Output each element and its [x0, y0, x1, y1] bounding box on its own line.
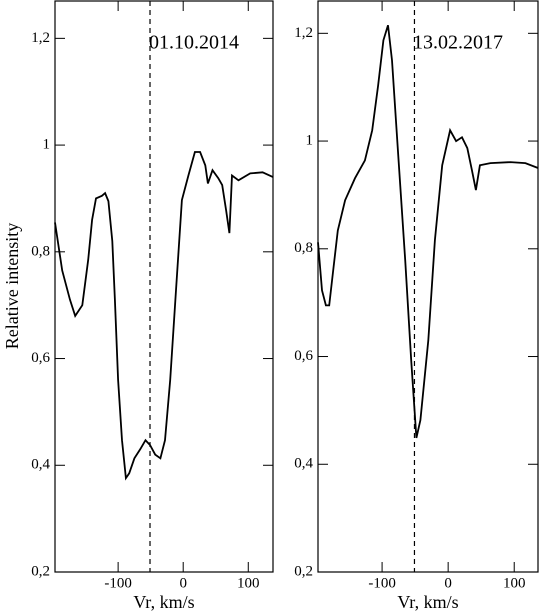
- x-tick-label: 100: [503, 575, 526, 591]
- y-tick-label: 0,6: [31, 350, 50, 366]
- spectrum-line: [317, 24, 539, 439]
- x-tick-label: 100: [237, 575, 260, 591]
- x-axis-label: Vr, km/s: [133, 592, 194, 612]
- x-tick-label: 0: [179, 575, 187, 591]
- plot-frame: [317, 0, 539, 573]
- y-tick-label: 0,4: [294, 456, 313, 472]
- x-axis-label: Vr, km/s: [397, 592, 458, 612]
- y-tick-label: 1,2: [294, 25, 313, 41]
- x-tick-label: -100: [104, 575, 132, 591]
- x-tick-label: 0: [444, 575, 452, 591]
- y-tick-label: 1: [306, 132, 314, 148]
- y-axis-label: Relative intensity: [2, 223, 22, 349]
- x-tick-label: -100: [368, 575, 396, 591]
- y-tick-label: 0,8: [31, 243, 50, 259]
- y-tick-label: 0,4: [31, 457, 50, 473]
- y-tick-label: 1,2: [31, 30, 50, 46]
- y-tick-label: 1: [43, 137, 51, 153]
- y-tick-label: 0,8: [294, 240, 313, 256]
- y-tick-label: 0,6: [294, 348, 313, 364]
- spectrum-line: [54, 151, 274, 481]
- y-tick-label: 0,2: [294, 563, 313, 579]
- annotation: 13.02.2017: [413, 32, 503, 54]
- annotation: 01.10.2014: [149, 32, 239, 54]
- y-tick-label: 0,2: [31, 563, 50, 579]
- plot-frame: [54, 0, 274, 573]
